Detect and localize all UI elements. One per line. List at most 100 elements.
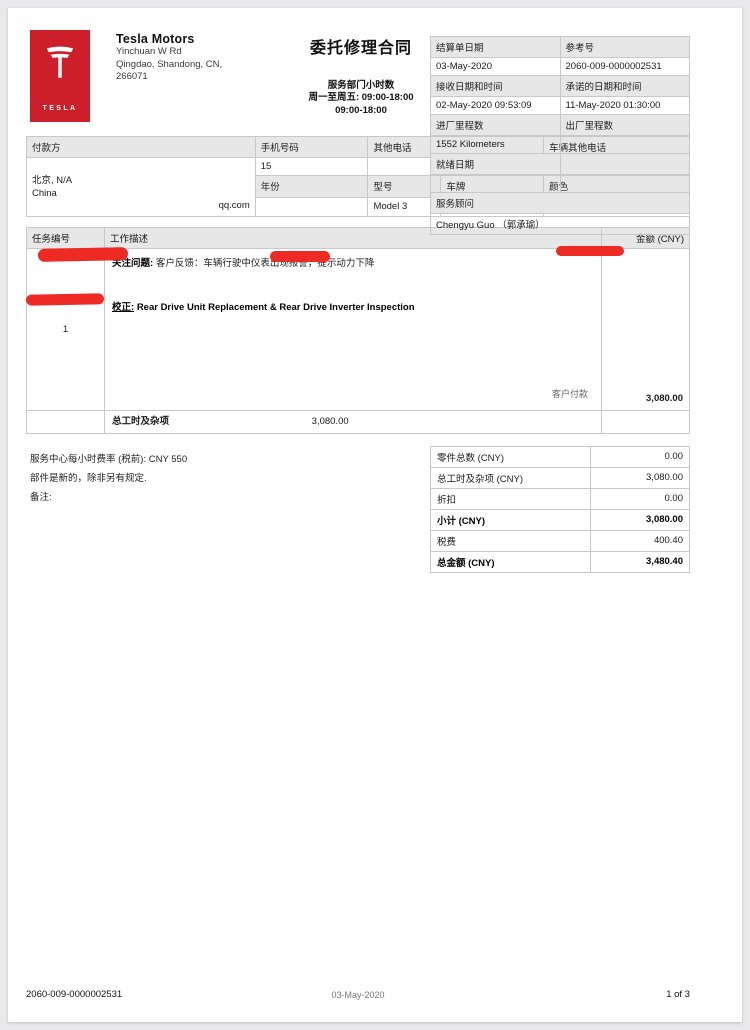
summary-section: 服务中心每小时费率 (税前): CNY 550 部件是新的，除非另有规定. 备注… bbox=[26, 445, 690, 573]
payer-city: 北京, N/A bbox=[32, 175, 73, 186]
service-hours-weekend: 09:00-18:00 bbox=[335, 105, 387, 116]
tesla-logo: TESLA bbox=[30, 30, 90, 122]
statement-date-label: 结算单日期 bbox=[430, 36, 561, 58]
table-row: 小计 (CNY) 3,080.00 bbox=[430, 508, 690, 531]
table-row: 03-May-2020 2060-009-0000002531 bbox=[430, 57, 690, 76]
payer-country: China bbox=[32, 187, 57, 199]
table-row: 税费 400.40 bbox=[430, 529, 690, 552]
correction-text: Rear Drive Unit Replacement & Rear Drive… bbox=[136, 301, 415, 313]
table-row: 进厂里程数 出厂里程数 bbox=[430, 114, 690, 136]
mileage-out-value bbox=[559, 135, 690, 154]
ready-date-label: 就绪日期 bbox=[430, 153, 561, 175]
title-block: 委托修理合同 服务部门小时数 周一至周五: 09:00-18:00 09:00-… bbox=[281, 34, 441, 117]
page-footer: 2060-009-0000002531 03-May-2020 1 of 3 bbox=[26, 989, 690, 1000]
footer-page-number: 1 of 3 bbox=[666, 989, 690, 1000]
document-page: TESLA Tesla Motors Yinchuan W Rd Qingdao… bbox=[8, 8, 742, 1022]
promised-datetime-value: 11-May-2020 01:30:00 bbox=[559, 96, 690, 115]
payer-email: qq.com bbox=[218, 200, 250, 211]
table-row: Chengyu Guo （郭承瑜） bbox=[430, 213, 690, 235]
table-row: 折扣 0.00 bbox=[430, 487, 690, 510]
total-value: 0.00 bbox=[590, 487, 690, 510]
table-row bbox=[430, 174, 690, 193]
line-items-table: 任务编号 工作描述 金额 (CNY) 1 关注问题: 客户反馈：车辆行驶中仪表出… bbox=[26, 226, 690, 434]
labor-total-label: 总工时及杂项 bbox=[112, 415, 170, 427]
labor-total-amount-spacer bbox=[601, 410, 690, 434]
hourly-rate-note: 服务中心每小时费率 (税前): CNY 550 bbox=[30, 453, 188, 465]
table-row: 零件总数 (CNY) 0.00 bbox=[430, 445, 690, 468]
total-label: 小计 (CNY) bbox=[430, 508, 591, 531]
line-amount-cell: 3,080.00 bbox=[601, 247, 690, 411]
labor-total-value: 3,080.00 bbox=[311, 415, 349, 427]
payer-label: 付款方 bbox=[26, 136, 256, 158]
correction-line: 校正: Rear Drive Unit Replacement & Rear D… bbox=[112, 299, 594, 313]
statement-date-value: 03-May-2020 bbox=[430, 57, 561, 76]
totals-body: 零件总数 (CNY) 0.00 总工时及杂项 (CNY) 3,080.00 折扣 0.00… bbox=[430, 445, 690, 573]
footer-reference: 2060-009-0000002531 bbox=[26, 989, 123, 1000]
col-task-number: 任务编号 bbox=[26, 226, 105, 249]
mobile-value: 15 bbox=[254, 156, 369, 177]
document-title: 委托修理合同 bbox=[309, 40, 412, 57]
total-label: 总金额 (CNY) bbox=[430, 550, 591, 573]
model-value: Model 3 bbox=[367, 197, 442, 217]
order-info-table: 结算单日期 参考号 03-May-2020 2060-009-000000253… bbox=[430, 36, 690, 235]
table-row: 总金额 (CNY) 3,480.40 bbox=[430, 550, 690, 573]
notes-block: 服务中心每小时费率 (税前): CNY 550 部件是新的，除非另有规定. 备注… bbox=[30, 450, 410, 507]
total-value: 400.40 bbox=[590, 529, 690, 552]
table-row: 服务顾问 bbox=[430, 192, 690, 214]
table-row: 02-May-2020 09:53:09 11-May-2020 01:30:0… bbox=[430, 96, 690, 115]
labor-total-spacer bbox=[26, 410, 105, 434]
service-advisor-label: 服务顾问 bbox=[430, 192, 690, 214]
promised-datetime-label: 承诺的日期和时间 bbox=[559, 75, 690, 97]
redaction-mark-name bbox=[37, 247, 129, 262]
total-label: 税费 bbox=[430, 529, 591, 552]
total-label: 零件总数 (CNY) bbox=[430, 445, 591, 468]
document-header: TESLA Tesla Motors Yinchuan W Rd Qingdao… bbox=[26, 22, 690, 235]
received-datetime-value: 02-May-2020 09:53:09 bbox=[430, 96, 561, 115]
reference-label: 参考号 bbox=[559, 36, 690, 58]
redaction-mark-vin bbox=[556, 246, 624, 256]
labor-total-cell: 总工时及杂项 3,080.00 bbox=[104, 410, 602, 434]
table-row: 1552 Kilometers bbox=[430, 135, 690, 154]
remark-note: 备注: bbox=[30, 491, 52, 503]
year-value bbox=[254, 197, 369, 217]
reference-value: 2060-009-0000002531 bbox=[559, 57, 690, 76]
table-row: 总工时及杂项 (CNY) 3,080.00 bbox=[430, 466, 690, 489]
concern-line: 关注问题: 客户反馈：车辆行驶中仪表出现报警，提示动力下降 bbox=[112, 256, 594, 271]
customer-pay-label: 客户付款 bbox=[551, 388, 588, 399]
customer-pay-amount: 3,080.00 bbox=[646, 392, 683, 404]
table-row: 结算单日期 参考号 bbox=[430, 36, 690, 58]
tesla-t-icon bbox=[46, 46, 74, 78]
total-value: 3,480.40 bbox=[590, 550, 690, 573]
concern-text: 客户反馈：车辆行驶中仪表出现报警，提示动力下降 bbox=[155, 257, 375, 269]
table-row: 总工时及杂项 3,080.00 bbox=[26, 410, 690, 434]
table-row: 接收日期和时间 承诺的日期和时间 bbox=[430, 75, 690, 97]
ready-date-value bbox=[430, 174, 561, 193]
table-row: 1 关注问题: 客户反馈：车辆行驶中仪表出现报警，提示动力下降 校正: Rear… bbox=[26, 247, 690, 411]
total-label: 总工时及杂项 (CNY) bbox=[430, 466, 591, 489]
service-hours-weekday: 周一至周五: 09:00-18:00 bbox=[308, 92, 414, 103]
model-label: 型号 bbox=[367, 175, 442, 199]
totals-table: 零件总数 (CNY) 0.00 总工时及杂项 (CNY) 3,080.00 折扣 0.00… bbox=[430, 445, 690, 573]
company-name: Tesla Motors bbox=[116, 32, 195, 46]
table-row: 就绪日期 bbox=[430, 153, 690, 175]
total-label: 折扣 bbox=[430, 487, 591, 510]
service-hours-heading: 服务部门小时数 bbox=[327, 80, 395, 91]
ready-date-label-spacer bbox=[559, 153, 690, 175]
tesla-wordmark: TESLA bbox=[42, 105, 78, 112]
document-body: TESLA Tesla Motors Yinchuan W Rd Qingdao… bbox=[26, 22, 690, 573]
concern-label: 关注问题: bbox=[112, 257, 154, 269]
footer-date: 03-May-2020 bbox=[331, 989, 385, 1000]
payer-address-block: 北京, N/A China qq.com bbox=[26, 157, 256, 217]
company-block: Tesla Motors Yinchuan W Rd Qingdao, Shan… bbox=[116, 32, 296, 84]
company-address-line1: Yinchuan W Rd bbox=[116, 46, 182, 57]
work-description-cell: 关注问题: 客户反馈：车辆行驶中仪表出现报警，提示动力下降 校正: Rear D… bbox=[104, 247, 602, 411]
service-advisor-value: Chengyu Guo （郭承瑜） bbox=[430, 213, 690, 235]
redaction-mark-phone bbox=[270, 251, 330, 262]
parts-new-note: 部件是新的，除非另有规定. bbox=[30, 472, 147, 484]
received-datetime-label: 接收日期和时间 bbox=[430, 75, 561, 97]
correction-label: 校正: bbox=[112, 301, 135, 313]
ready-date-value-2 bbox=[559, 174, 690, 193]
task-number: 1 bbox=[26, 247, 105, 411]
mileage-in-label: 进厂里程数 bbox=[430, 114, 561, 136]
company-address-line2: Qingdao, Shandong, CN, bbox=[116, 58, 223, 70]
